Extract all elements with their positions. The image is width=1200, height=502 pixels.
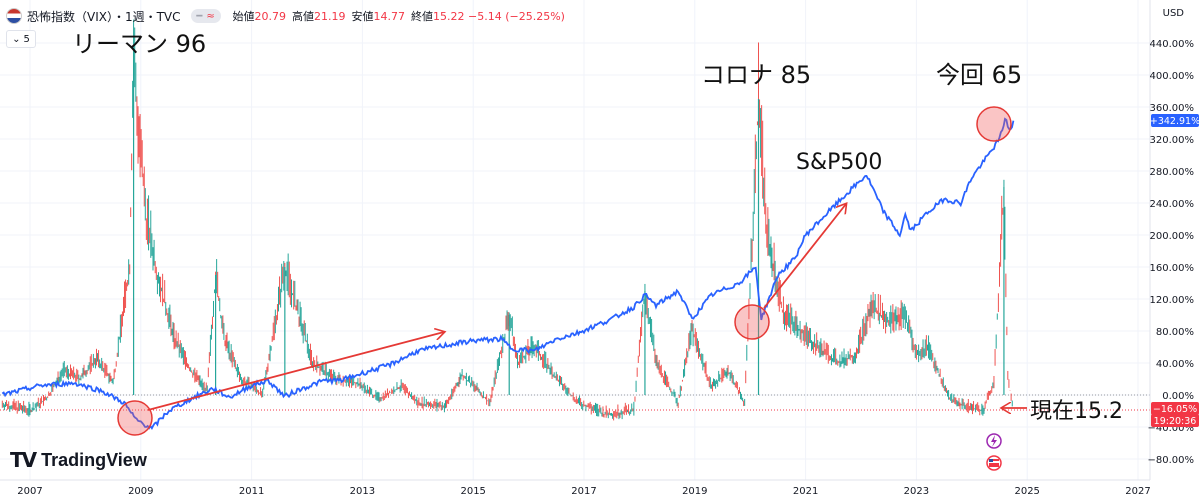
last-value-text: +342.91% [1150, 116, 1200, 127]
open-value: 20.79 [254, 9, 287, 23]
tradingview-mark-icon: TV [10, 448, 37, 472]
grid [0, 0, 1150, 480]
lightning-icon[interactable] [986, 433, 1002, 449]
series-layer [1, 19, 1015, 430]
flag-icon[interactable] [986, 455, 1002, 471]
high-label: 高値 [292, 10, 315, 23]
y-tick-label: 120.00% [1150, 295, 1195, 306]
annotation-current-value: 現在15.2 [1030, 399, 1123, 424]
x-tick-label: 2015 [460, 486, 485, 497]
x-tick-label: 2009 [128, 486, 153, 497]
trend-arrow-2020-2022 [763, 204, 846, 309]
lehman-bottom-circle [117, 400, 153, 436]
indicator-count: 5 [23, 33, 30, 45]
x-tick-label: 2025 [1014, 486, 1039, 497]
low-label: 安値 [351, 10, 374, 23]
last-value-text: 19:20:36 [1154, 416, 1197, 427]
x-tick-label: 2023 [904, 486, 929, 497]
sp500-line [1, 117, 1015, 430]
y-tick-label: −40.00% [1147, 423, 1194, 434]
chevron-down-icon: ⌄ [12, 33, 21, 45]
x-tick-label: 2011 [239, 486, 264, 497]
covid-bottom-circle [734, 304, 770, 340]
y-tick-label: 0.00% [1162, 391, 1194, 402]
last-value-tag [1151, 402, 1199, 415]
x-tick-label: 2017 [571, 486, 596, 497]
price-axis: 440.00% 400.00% 360.00% 320.00% 280.00% 240.0… [1147, 39, 1194, 466]
trend-arrow-2009-2015 [147, 332, 444, 411]
last-value-text: −16.05% [1153, 404, 1197, 415]
last-value-tag [1151, 414, 1199, 427]
chart-legend-header: 恐怖指数（VIX）・1週・TVC ━ ≈ 始値 20.79 高値 21.19 安値… [6, 6, 571, 26]
y-tick-label: 400.00% [1150, 71, 1195, 82]
y-tick-label: 160.00% [1150, 263, 1195, 274]
close-label: 終値 [411, 10, 434, 23]
last-value-labels: +342.91% −16.05%19:20:36 [1150, 114, 1200, 427]
us-flag-icon [6, 8, 22, 24]
last-value-tag [1151, 114, 1199, 127]
x-tick-label: 2027 [1125, 486, 1150, 497]
y-tick-label: 200.00% [1150, 231, 1195, 242]
close-value: 15.22 −5.14 (−25.25%) [433, 9, 565, 23]
time-axis: 2007 2009 2011 2013 2015 2017 2019 2021 2023 2025… [17, 486, 1150, 497]
x-tick-label: 2021 [793, 486, 818, 497]
x-tick-label: 2013 [350, 486, 375, 497]
open-label: 始値 [232, 10, 255, 23]
y-tick-label: 240.00% [1150, 199, 1195, 210]
symbol-title[interactable]: 恐怖指数（VIX）・1週・TVC [27, 9, 181, 24]
tradingview-logo[interactable]: TV TradingView [10, 448, 147, 472]
annotation-covid: コロナ 85 [701, 61, 811, 89]
x-tick-label: 2007 [17, 486, 42, 497]
current-top-circle [976, 106, 1012, 142]
annotation-lehman: リーマン 96 [72, 30, 206, 58]
eye-dash-icon: ━ [196, 10, 203, 22]
y-tick-label: 80.00% [1156, 327, 1194, 338]
x-tick-label: 2019 [682, 486, 707, 497]
annotation-sp500: S&P500 [796, 150, 882, 175]
chart-visibility-toggle[interactable]: ━ ≈ [190, 9, 221, 23]
y-tick-label: 40.00% [1156, 359, 1194, 370]
y-tick-label: −80.00% [1147, 455, 1194, 466]
indicator-collapse-button[interactable]: ⌄ 5 [6, 30, 36, 48]
high-value: 21.19 [314, 9, 346, 23]
tradingview-wordmark: TradingView [41, 449, 147, 470]
y-tick-label: 320.00% [1150, 135, 1195, 146]
low-value: 14.77 [373, 9, 406, 23]
y-tick-label: 360.00% [1150, 103, 1195, 114]
annotation-current-peak: 今回 65 [936, 61, 1022, 89]
currency-label[interactable]: USD [1162, 8, 1184, 19]
y-tick-label: 280.00% [1150, 167, 1195, 178]
y-tick-label: 440.00% [1150, 39, 1195, 50]
wave-icon: ≈ [206, 10, 215, 22]
